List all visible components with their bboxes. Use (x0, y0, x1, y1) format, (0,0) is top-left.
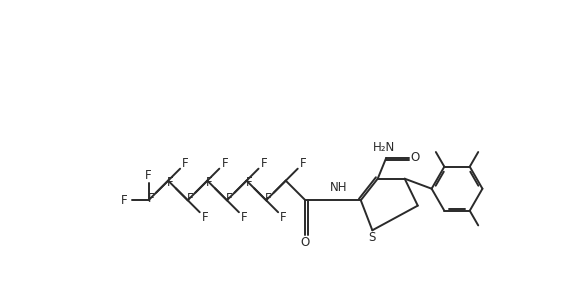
Text: F: F (300, 157, 306, 170)
Text: F: F (265, 191, 272, 204)
Text: F: F (202, 211, 208, 224)
Text: H₂N: H₂N (373, 141, 395, 154)
Text: F: F (120, 194, 127, 207)
Text: F: F (182, 157, 189, 170)
Text: S: S (368, 231, 376, 245)
Text: NH: NH (330, 182, 347, 194)
Text: F: F (226, 191, 232, 204)
Text: F: F (145, 169, 152, 182)
Text: F: F (260, 157, 267, 170)
Text: F: F (245, 176, 252, 189)
Text: O: O (411, 151, 420, 164)
Text: F: F (241, 211, 247, 224)
Text: F: F (206, 176, 213, 189)
Text: F: F (167, 176, 173, 189)
Text: O: O (301, 236, 310, 249)
Text: F: F (280, 211, 287, 224)
Text: F: F (186, 191, 193, 204)
Text: F: F (221, 157, 228, 170)
Text: F: F (147, 191, 154, 204)
